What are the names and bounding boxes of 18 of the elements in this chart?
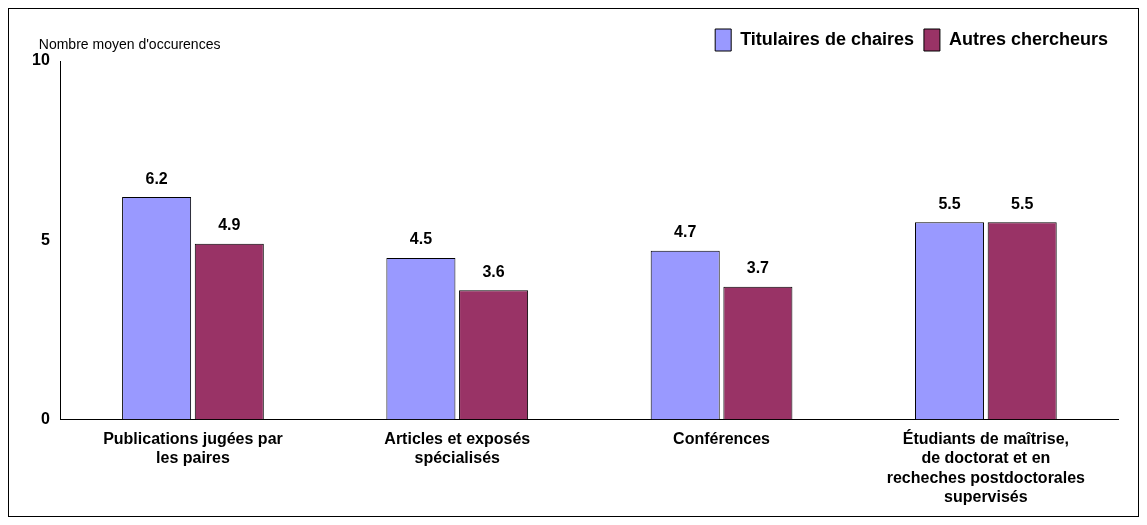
data-label: 5.5 — [1011, 194, 1034, 212]
data-label: 4.7 — [674, 223, 697, 241]
x-tick-label: Conférences — [673, 430, 771, 448]
legend-label: Autres chercheurs — [948, 28, 1109, 49]
y-tick-label: 10 — [32, 51, 50, 69]
data-label: 3.6 — [482, 262, 505, 280]
data-label: 5.5 — [938, 194, 961, 212]
legend-label: Titulaires de chaires — [740, 28, 914, 49]
x-tick-label: Articles et exposés spécialisés — [384, 430, 531, 467]
data-label: 3.7 — [746, 259, 770, 277]
y-tick-label: 5 — [40, 230, 50, 248]
data-label: 4.9 — [218, 216, 241, 234]
data-label: 6.2 — [145, 169, 168, 187]
y-axis-title: Nombre moyen d'occurences — [38, 35, 221, 52]
data-label: 4.5 — [409, 230, 433, 248]
x-tick-label: Étudiants de maîtrise, de doctorat et en recheches postdoctorales supervisés — [886, 429, 1086, 505]
x-tick-label: Publications jugées par les paires — [103, 430, 283, 467]
y-tick-label: 0 — [40, 409, 50, 427]
